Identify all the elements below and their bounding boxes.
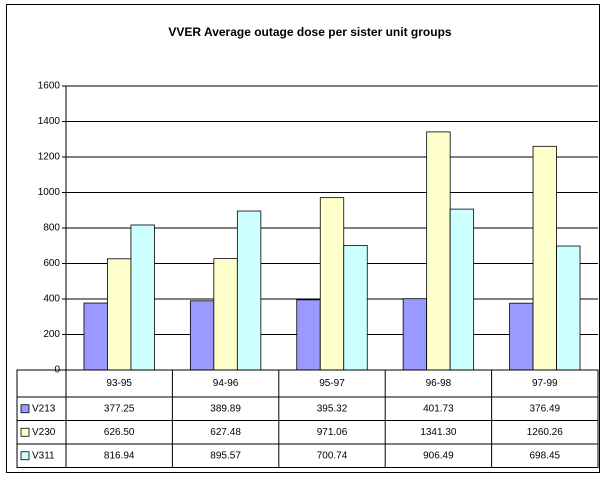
table-cell: 401.73 <box>423 403 454 414</box>
chart-title: VVER Average outage dose per sister unit… <box>168 25 452 39</box>
y-tick-label: 1200 <box>38 152 61 163</box>
y-tick-label: 1000 <box>38 187 61 198</box>
table-cell: 895.57 <box>210 450 241 461</box>
chart-border <box>6 4 600 473</box>
bar <box>449 208 475 371</box>
legend-label: V230 <box>32 427 56 438</box>
bar <box>402 298 428 371</box>
table-cell: 698.45 <box>530 450 561 461</box>
table-cell: 395.32 <box>317 403 348 414</box>
y-tick-label: 600 <box>43 258 60 269</box>
y-tick-label: 800 <box>43 223 60 234</box>
bar <box>236 210 262 371</box>
table-cell: 626.50 <box>104 427 135 438</box>
x-tick-label: 95-97 <box>319 378 345 389</box>
y-tick-label: 400 <box>43 294 60 305</box>
table-cell: 906.49 <box>423 450 454 461</box>
table-cell: 376.49 <box>530 403 561 414</box>
table-cell: 700.74 <box>317 450 348 461</box>
bar <box>189 300 215 371</box>
y-tick-label: 1600 <box>38 81 61 92</box>
table-cell: 1260.26 <box>527 427 564 438</box>
bar <box>532 145 557 371</box>
table-cell: 377.25 <box>104 403 135 414</box>
y-tick-label: 1400 <box>38 116 61 127</box>
table-cell: 389.89 <box>210 403 241 414</box>
bar <box>296 299 321 371</box>
bar <box>319 197 345 371</box>
legend-label: V311 <box>32 450 55 461</box>
bar <box>130 224 155 371</box>
x-tick-label: 96-98 <box>426 378 452 389</box>
bar <box>509 302 534 371</box>
bar <box>213 258 238 371</box>
table-cell: 1341.30 <box>420 427 457 438</box>
legend-label: V213 <box>32 403 56 414</box>
bar <box>556 245 581 371</box>
x-tick-label: 94-96 <box>213 378 239 389</box>
y-tick-label: 200 <box>43 329 60 340</box>
bar <box>83 302 108 371</box>
bar <box>107 258 132 371</box>
table-cell: 627.48 <box>210 427 241 438</box>
bar <box>343 245 368 371</box>
table-cell: 971.06 <box>317 427 348 438</box>
legend-key <box>20 404 30 414</box>
legend-key <box>20 451 30 461</box>
bar <box>426 131 451 371</box>
table-cell: 816.94 <box>104 450 135 461</box>
x-tick-label: 93-95 <box>106 378 132 389</box>
legend-key <box>20 427 30 437</box>
x-tick-label: 97-99 <box>532 378 558 389</box>
